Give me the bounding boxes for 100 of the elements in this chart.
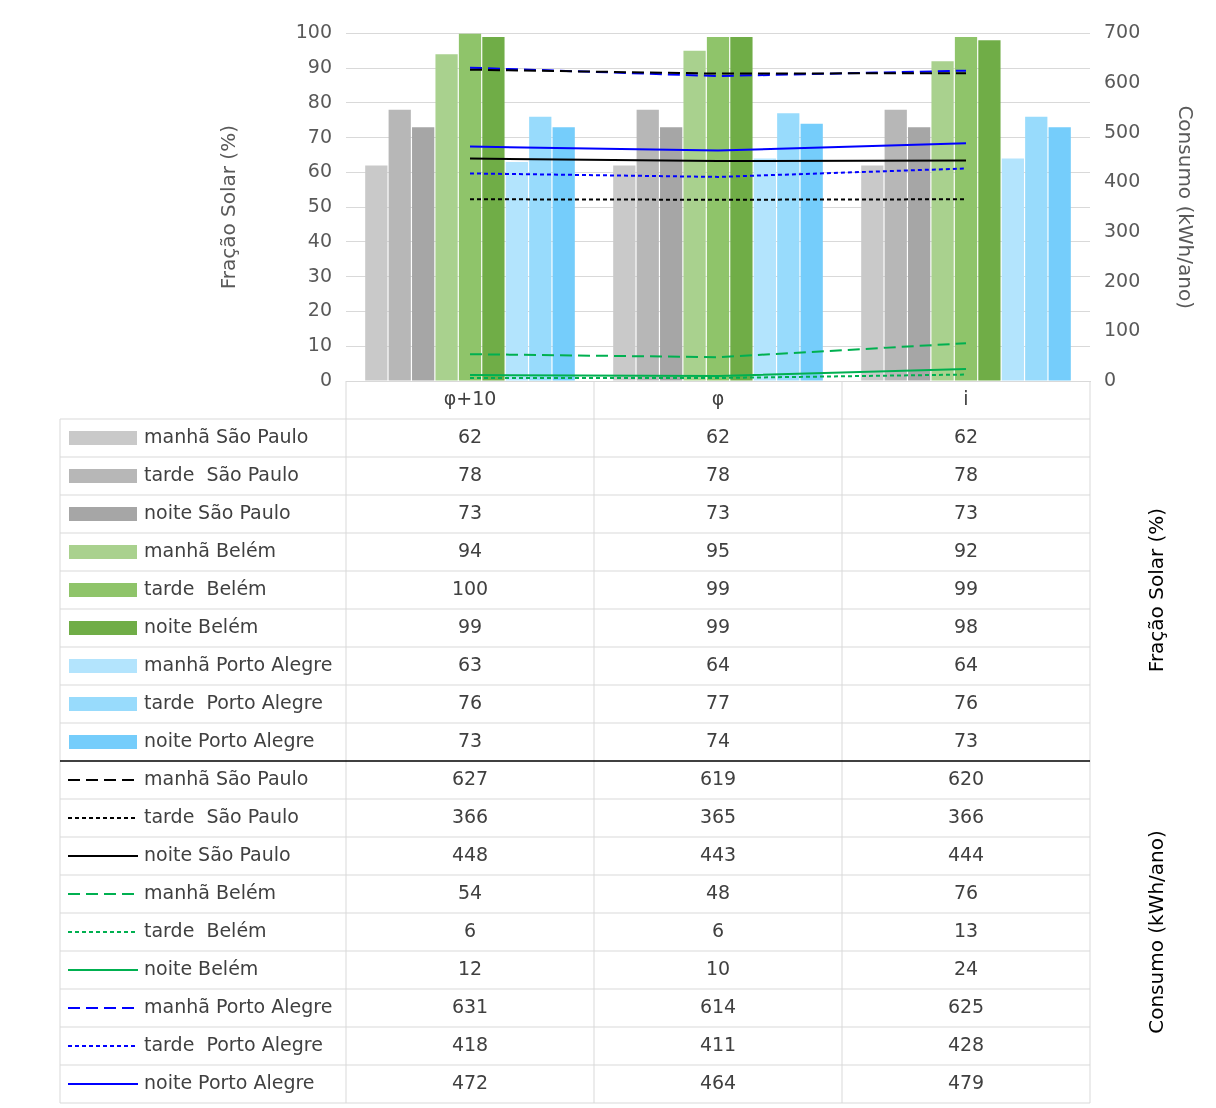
legend-label: tarde São Paulo [144,462,299,485]
data-label: 614 [699,994,737,1017]
data-label: 98 [953,614,979,637]
y-tick-label: 40 [307,228,332,251]
bar [730,36,753,381]
bar [660,127,683,381]
data-label: 73 [457,728,483,751]
data-label: 24 [953,956,979,979]
data-label: 99 [457,614,483,637]
data-label: 99 [705,576,731,599]
data-label: 448 [451,842,489,865]
data-label: 95 [705,538,731,561]
data-label: 78 [705,462,731,485]
data-label: 428 [947,1032,985,1055]
data-label: 62 [457,424,483,447]
y2-tick-label: 500 [1104,119,1141,142]
data-label: 92 [953,538,979,561]
data-label: 78 [457,462,483,485]
y-tick-label: 80 [307,89,332,112]
y2-tick-label: 100 [1104,318,1141,341]
legend-label: tarde Belém [144,576,267,599]
bar [683,50,706,381]
y-tick-label: 60 [307,159,332,182]
data-label: 6 [463,918,477,941]
legend-label: noite Porto Alegre [144,728,315,751]
data-label: 74 [705,728,731,751]
bar [435,54,458,381]
data-label: 73 [705,500,731,523]
bar [1048,127,1071,381]
data-label: 443 [699,842,737,865]
bar [412,127,435,381]
x-tick-label: φ [711,387,725,410]
bar [861,165,884,381]
y2-tick-label: 700 [1104,20,1141,43]
data-label: 76 [457,690,483,713]
data-label: 365 [699,804,737,827]
text: Consumo (kWh/ano) [1144,830,1169,1034]
data-label: 619 [699,766,737,789]
legend-label: manhã São Paulo [144,424,309,447]
bar [1025,116,1048,381]
legend-label: tarde Porto Alegre [144,1032,323,1055]
data-label: 100 [451,576,489,599]
bar [613,165,636,381]
data-label: 12 [457,956,483,979]
data-label: 6 [711,918,725,941]
legend-label: tarde Porto Alegre [144,690,323,713]
data-label: 625 [947,994,985,1017]
y-tick-label: 30 [307,263,332,286]
bar [388,109,411,381]
data-label: 73 [953,500,979,523]
y-tick-label: 20 [307,298,332,321]
bar [552,127,575,381]
bar [636,109,659,381]
data-label: 73 [457,500,483,523]
y-tick-label: 0 [319,367,332,390]
data-label: 99 [953,576,979,599]
bar [706,36,730,381]
y-tick-label: 100 [295,20,332,43]
data-label: 631 [451,994,489,1017]
bar [931,61,954,381]
bar [800,123,823,381]
bar [458,33,482,381]
bar [884,109,907,381]
legend-label: tarde São Paulo [144,804,299,827]
bar [954,36,978,381]
x-tick-label: φ+10 [443,387,497,410]
y-axis-title: Fração Solar (%) [216,125,241,290]
bar [777,113,800,381]
data-label: 48 [705,880,731,903]
data-label: 77 [705,690,731,713]
bar [908,127,931,381]
y2-tick-label: 400 [1104,169,1141,192]
bar [529,116,552,381]
data-label: 94 [457,538,483,561]
legend-label: manhã São Paulo [144,766,309,789]
data-label: 472 [451,1070,489,1093]
legend-label: manhã Porto Alegre [144,994,333,1017]
data-label: 627 [451,766,489,789]
data-label: 62 [953,424,979,447]
y-tick-label: 90 [307,55,332,78]
y-tick-label: 70 [307,124,332,147]
bar [365,165,388,381]
data-label: 54 [457,880,483,903]
bar [482,36,505,381]
bar [505,162,528,381]
data-label: 366 [451,804,489,827]
data-label: 444 [947,842,985,865]
legend-label: tarde Belém [144,918,267,941]
legend-label: noite São Paulo [144,500,291,523]
legend-label: noite São Paulo [144,842,291,865]
y2-tick-label: 0 [1104,367,1117,390]
data-label: 620 [947,766,985,789]
data-label: 64 [953,652,979,675]
x-tick-label: i [963,387,969,410]
text: Fração Solar (%) [1144,507,1169,673]
data-label: 13 [953,918,979,941]
data-label: 73 [953,728,979,751]
y2-tick-label: 200 [1104,268,1141,291]
y2-axis-title: Consumo (kWh/ano) [1173,105,1198,309]
data-label: 464 [699,1070,737,1093]
